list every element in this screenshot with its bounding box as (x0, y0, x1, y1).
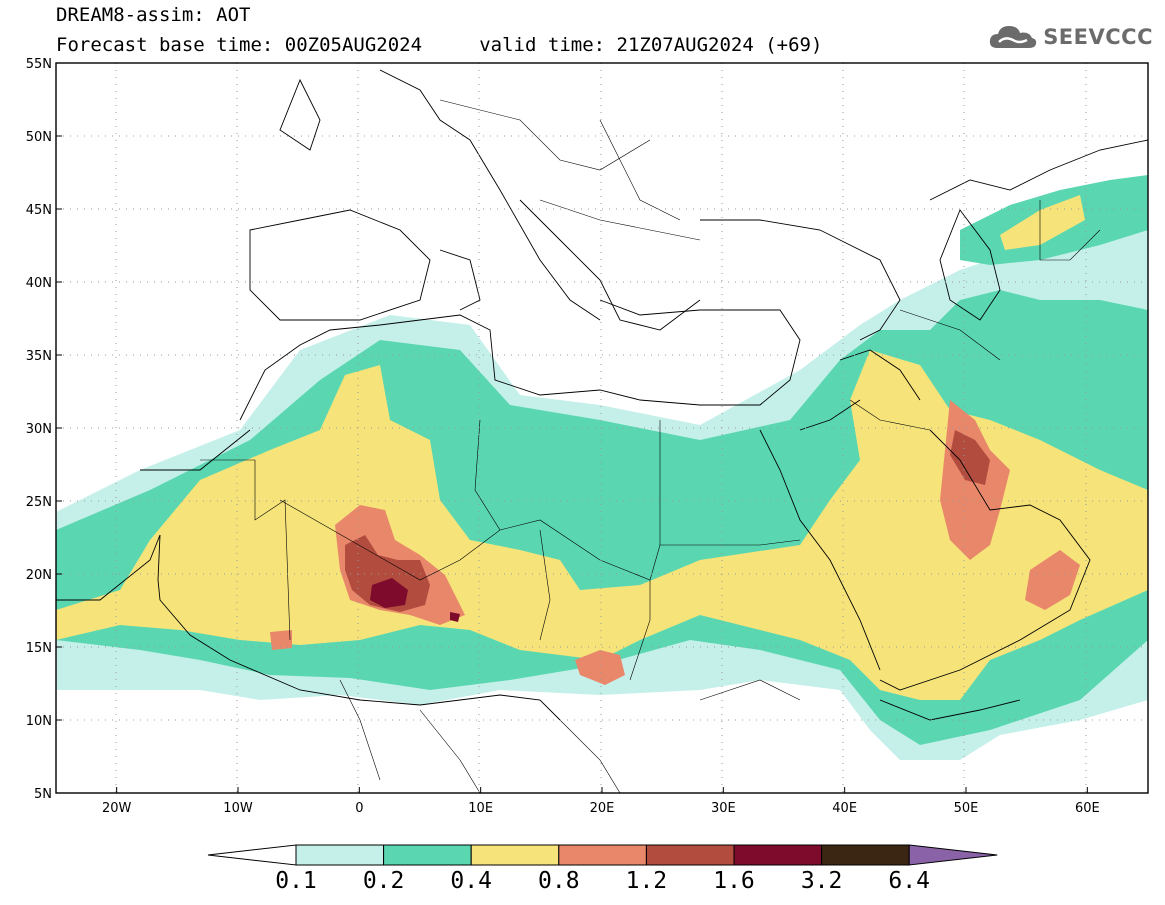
aot-band-0.8-d (575, 650, 625, 685)
lat-tick-label: 55N (26, 57, 52, 72)
lat-tick-label: 40N (26, 276, 52, 291)
aot-band-0.8-c (1025, 550, 1080, 610)
lat-tick-label: 35N (26, 349, 52, 364)
lon-tick-label: 10E (468, 801, 493, 816)
aot-band-1.6-b (450, 612, 460, 622)
aot-band-1.2-b (950, 430, 990, 485)
lon-tick-label: 20E (590, 801, 615, 816)
colorbar-segment (383, 844, 472, 866)
colorbar (207, 844, 998, 866)
lon-tick-label: 40E (832, 801, 857, 816)
lon-tick-label: 60E (1075, 801, 1100, 816)
colorbar-label: 6.4 (888, 868, 930, 894)
lat-tick-label: 5N (34, 787, 52, 802)
lat-tick-label: 15N (26, 641, 52, 656)
colorbar-label: 0.4 (450, 868, 492, 894)
lat-tick-label: 50N (26, 130, 52, 145)
seevccc-logo: SEEVCCC (987, 22, 1153, 52)
colorbar-label: 1.2 (625, 868, 668, 894)
colorbar-over-triangle (908, 844, 998, 866)
lat-tick-label: 45N (26, 203, 52, 218)
lon-tick-label: 50E (954, 801, 979, 816)
aot-band-0.4 (56, 350, 1148, 700)
aot-band-1.6 (370, 578, 408, 608)
colorbar-label: 3.2 (800, 868, 843, 894)
longitude-tick-labels: 20W 10W 0 10E 20E 30E 40E 50E 60E (102, 787, 1100, 816)
aot-field (56, 175, 1148, 760)
lon-tick-label: 10W (223, 801, 253, 816)
lat-tick-label: 10N (26, 714, 52, 729)
lon-tick-label: 20W (102, 801, 132, 816)
coastlines (56, 69, 1148, 721)
lon-tick-label: 0 (355, 801, 363, 816)
colorbar-segment (821, 844, 910, 866)
colorbar-segment (558, 844, 647, 866)
cloud-icon (990, 26, 1037, 48)
colorbar-segment (470, 844, 560, 866)
colorbar-label: 0.8 (538, 868, 580, 894)
colorbar-segment (645, 844, 735, 866)
lat-tick-label: 20N (26, 568, 52, 583)
aot-band-0.4-north (1000, 195, 1085, 250)
aot-band-1.2 (345, 535, 430, 612)
latitude-tick-labels: 55N 50N 45N 40N 35N 30N 25N 20N 15N 10N 5N (26, 57, 62, 802)
chart-title: DREAM8-assim: AOT (56, 4, 251, 26)
colorbar-label: 1.6 (713, 868, 755, 894)
colorbar-label: 0.1 (275, 868, 317, 894)
lat-tick-label: 30N (26, 422, 52, 437)
lon-tick-label: 30E (711, 801, 736, 816)
forecast-times: Forecast base time: 00Z05AUG2024 valid t… (56, 34, 823, 56)
lat-tick-label: 25N (26, 495, 52, 510)
colorbar-segment (295, 844, 385, 866)
colorbar-under-triangle (207, 844, 297, 866)
colorbar-label: 0.2 (362, 868, 405, 894)
aot-band-0.8-e (270, 630, 292, 650)
graticule (56, 63, 1148, 793)
country-borders (200, 99, 1101, 793)
logo-text: SEEVCCC (1043, 25, 1153, 49)
colorbar-segment (733, 844, 823, 866)
